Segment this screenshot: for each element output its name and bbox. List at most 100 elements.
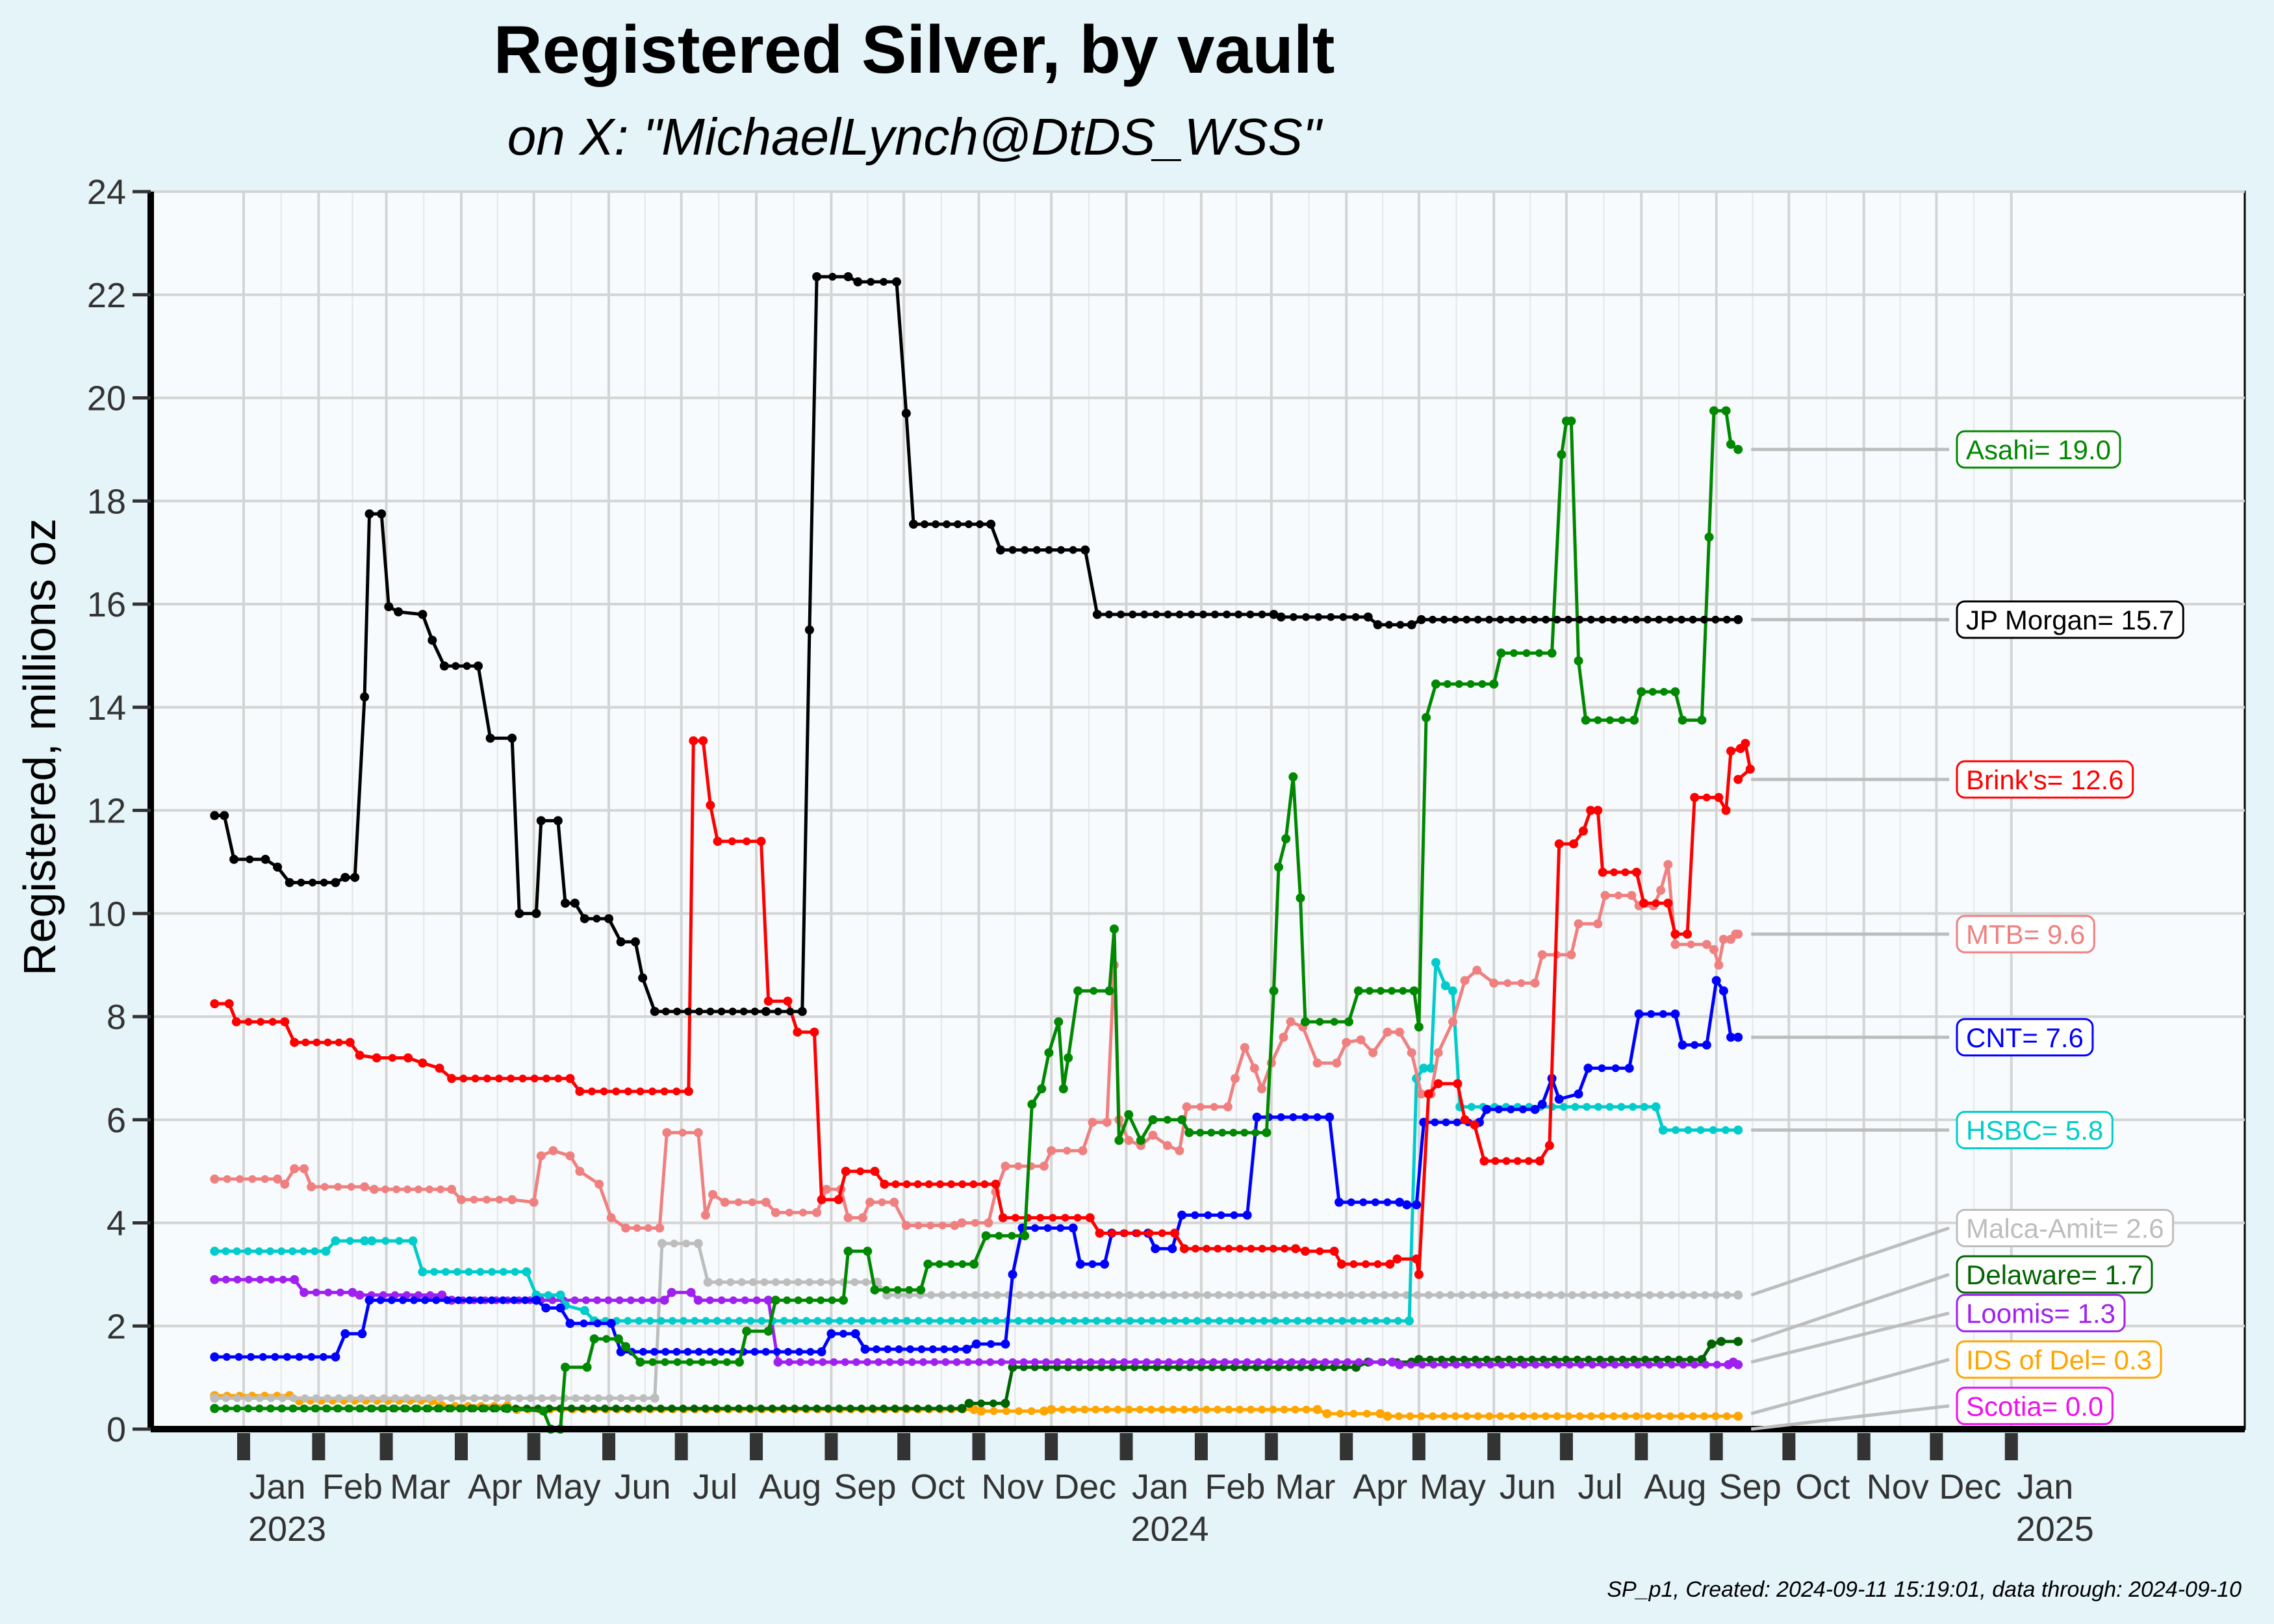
data-point [1605, 1102, 1614, 1111]
data-point [1709, 1126, 1717, 1134]
data-point [1073, 1213, 1082, 1222]
data-point [346, 1237, 354, 1245]
data-point [301, 1394, 309, 1402]
data-point [791, 1317, 799, 1325]
data-point [364, 509, 374, 519]
data-point [290, 1275, 300, 1284]
data-point [347, 1182, 355, 1191]
data-point [255, 1404, 264, 1413]
y-tick-label: 16 [87, 585, 126, 624]
data-point [1409, 986, 1419, 996]
data-point [902, 1317, 911, 1325]
data-point [1115, 1317, 1123, 1325]
series-loomis [210, 1275, 1743, 1369]
data-point [1496, 648, 1506, 658]
data-point [1707, 1339, 1717, 1349]
data-point [1365, 987, 1373, 995]
data-point [1121, 1229, 1129, 1237]
data-point [1182, 1102, 1192, 1111]
data-point [1414, 1269, 1424, 1279]
data-point [360, 1236, 370, 1246]
data-point [1475, 1360, 1483, 1369]
data-point [989, 1399, 997, 1408]
data-point [1277, 1113, 1285, 1121]
data-point [835, 1404, 843, 1413]
data-point [1274, 862, 1284, 872]
data-point [1663, 898, 1673, 908]
data-point [1624, 1291, 1632, 1299]
data-point [273, 862, 283, 872]
data-point [1422, 713, 1431, 722]
data-point [1663, 859, 1673, 869]
data-point [1353, 986, 1363, 996]
data-point [1566, 416, 1576, 426]
data-point [1168, 1244, 1177, 1254]
data-point [1093, 1291, 1101, 1299]
y-tick-label: 12 [87, 792, 126, 831]
data-point [1537, 1099, 1547, 1109]
data-point [210, 811, 220, 820]
data-point [962, 1344, 971, 1354]
data-point [856, 1167, 865, 1176]
data-point [693, 1239, 703, 1249]
data-point [794, 1296, 802, 1304]
data-point [1433, 1048, 1443, 1058]
data-point [320, 1182, 329, 1191]
data-point [1524, 1157, 1533, 1165]
data-point [1356, 1035, 1366, 1045]
data-point [549, 1394, 557, 1402]
data-point [581, 1296, 590, 1304]
data-point [290, 1037, 300, 1047]
data-point [1031, 1224, 1040, 1232]
data-point [474, 661, 483, 671]
data-point [858, 1317, 867, 1325]
data-point [1583, 1102, 1591, 1111]
data-point [223, 1175, 231, 1184]
x-tick-year: 2025 [2016, 1510, 2094, 1549]
data-point [301, 1038, 310, 1047]
data-point [593, 915, 601, 923]
data-point [639, 1394, 648, 1402]
data-point [1305, 1317, 1313, 1325]
data-point [311, 1247, 319, 1256]
data-point [1316, 1017, 1324, 1026]
data-point [1316, 1317, 1324, 1325]
data-point [752, 1296, 761, 1304]
label-text: Malca-Amit= 2.6 [1966, 1213, 2164, 1243]
data-point [1440, 615, 1448, 624]
data-point [247, 1352, 255, 1361]
data-point [648, 1358, 657, 1366]
label-text: Delaware= 1.7 [1966, 1260, 2143, 1290]
data-point [1424, 1089, 1433, 1099]
data-point [1651, 1102, 1661, 1111]
data-point [908, 1358, 916, 1366]
data-point [795, 1347, 804, 1356]
x-tick-label: Jan [249, 1467, 305, 1506]
data-point [1722, 1412, 1731, 1421]
data-point [969, 1404, 979, 1414]
data-point [415, 1185, 423, 1193]
x-tick-label: Apr [468, 1467, 522, 1506]
data-point [1049, 1213, 1057, 1222]
data-point [1557, 450, 1566, 459]
data-point [257, 1017, 265, 1026]
data-point [644, 1224, 652, 1232]
data-point [660, 1087, 669, 1096]
data-point [857, 1404, 865, 1413]
data-point [728, 1008, 737, 1016]
data-point [536, 1151, 546, 1161]
data-point [1296, 893, 1305, 903]
data-point [1700, 1412, 1708, 1421]
label-box [1956, 1386, 2114, 1425]
data-point [323, 1404, 331, 1413]
data-point [830, 1358, 838, 1366]
data-point [1036, 1213, 1045, 1222]
data-point [542, 1074, 550, 1083]
data-point [244, 1247, 252, 1256]
data-point [713, 837, 722, 846]
data-point [1479, 1291, 1488, 1299]
x-tick-label: Feb [322, 1467, 383, 1506]
data-point [1314, 1291, 1322, 1299]
data-point [895, 1345, 903, 1353]
data-point [1413, 1291, 1422, 1299]
